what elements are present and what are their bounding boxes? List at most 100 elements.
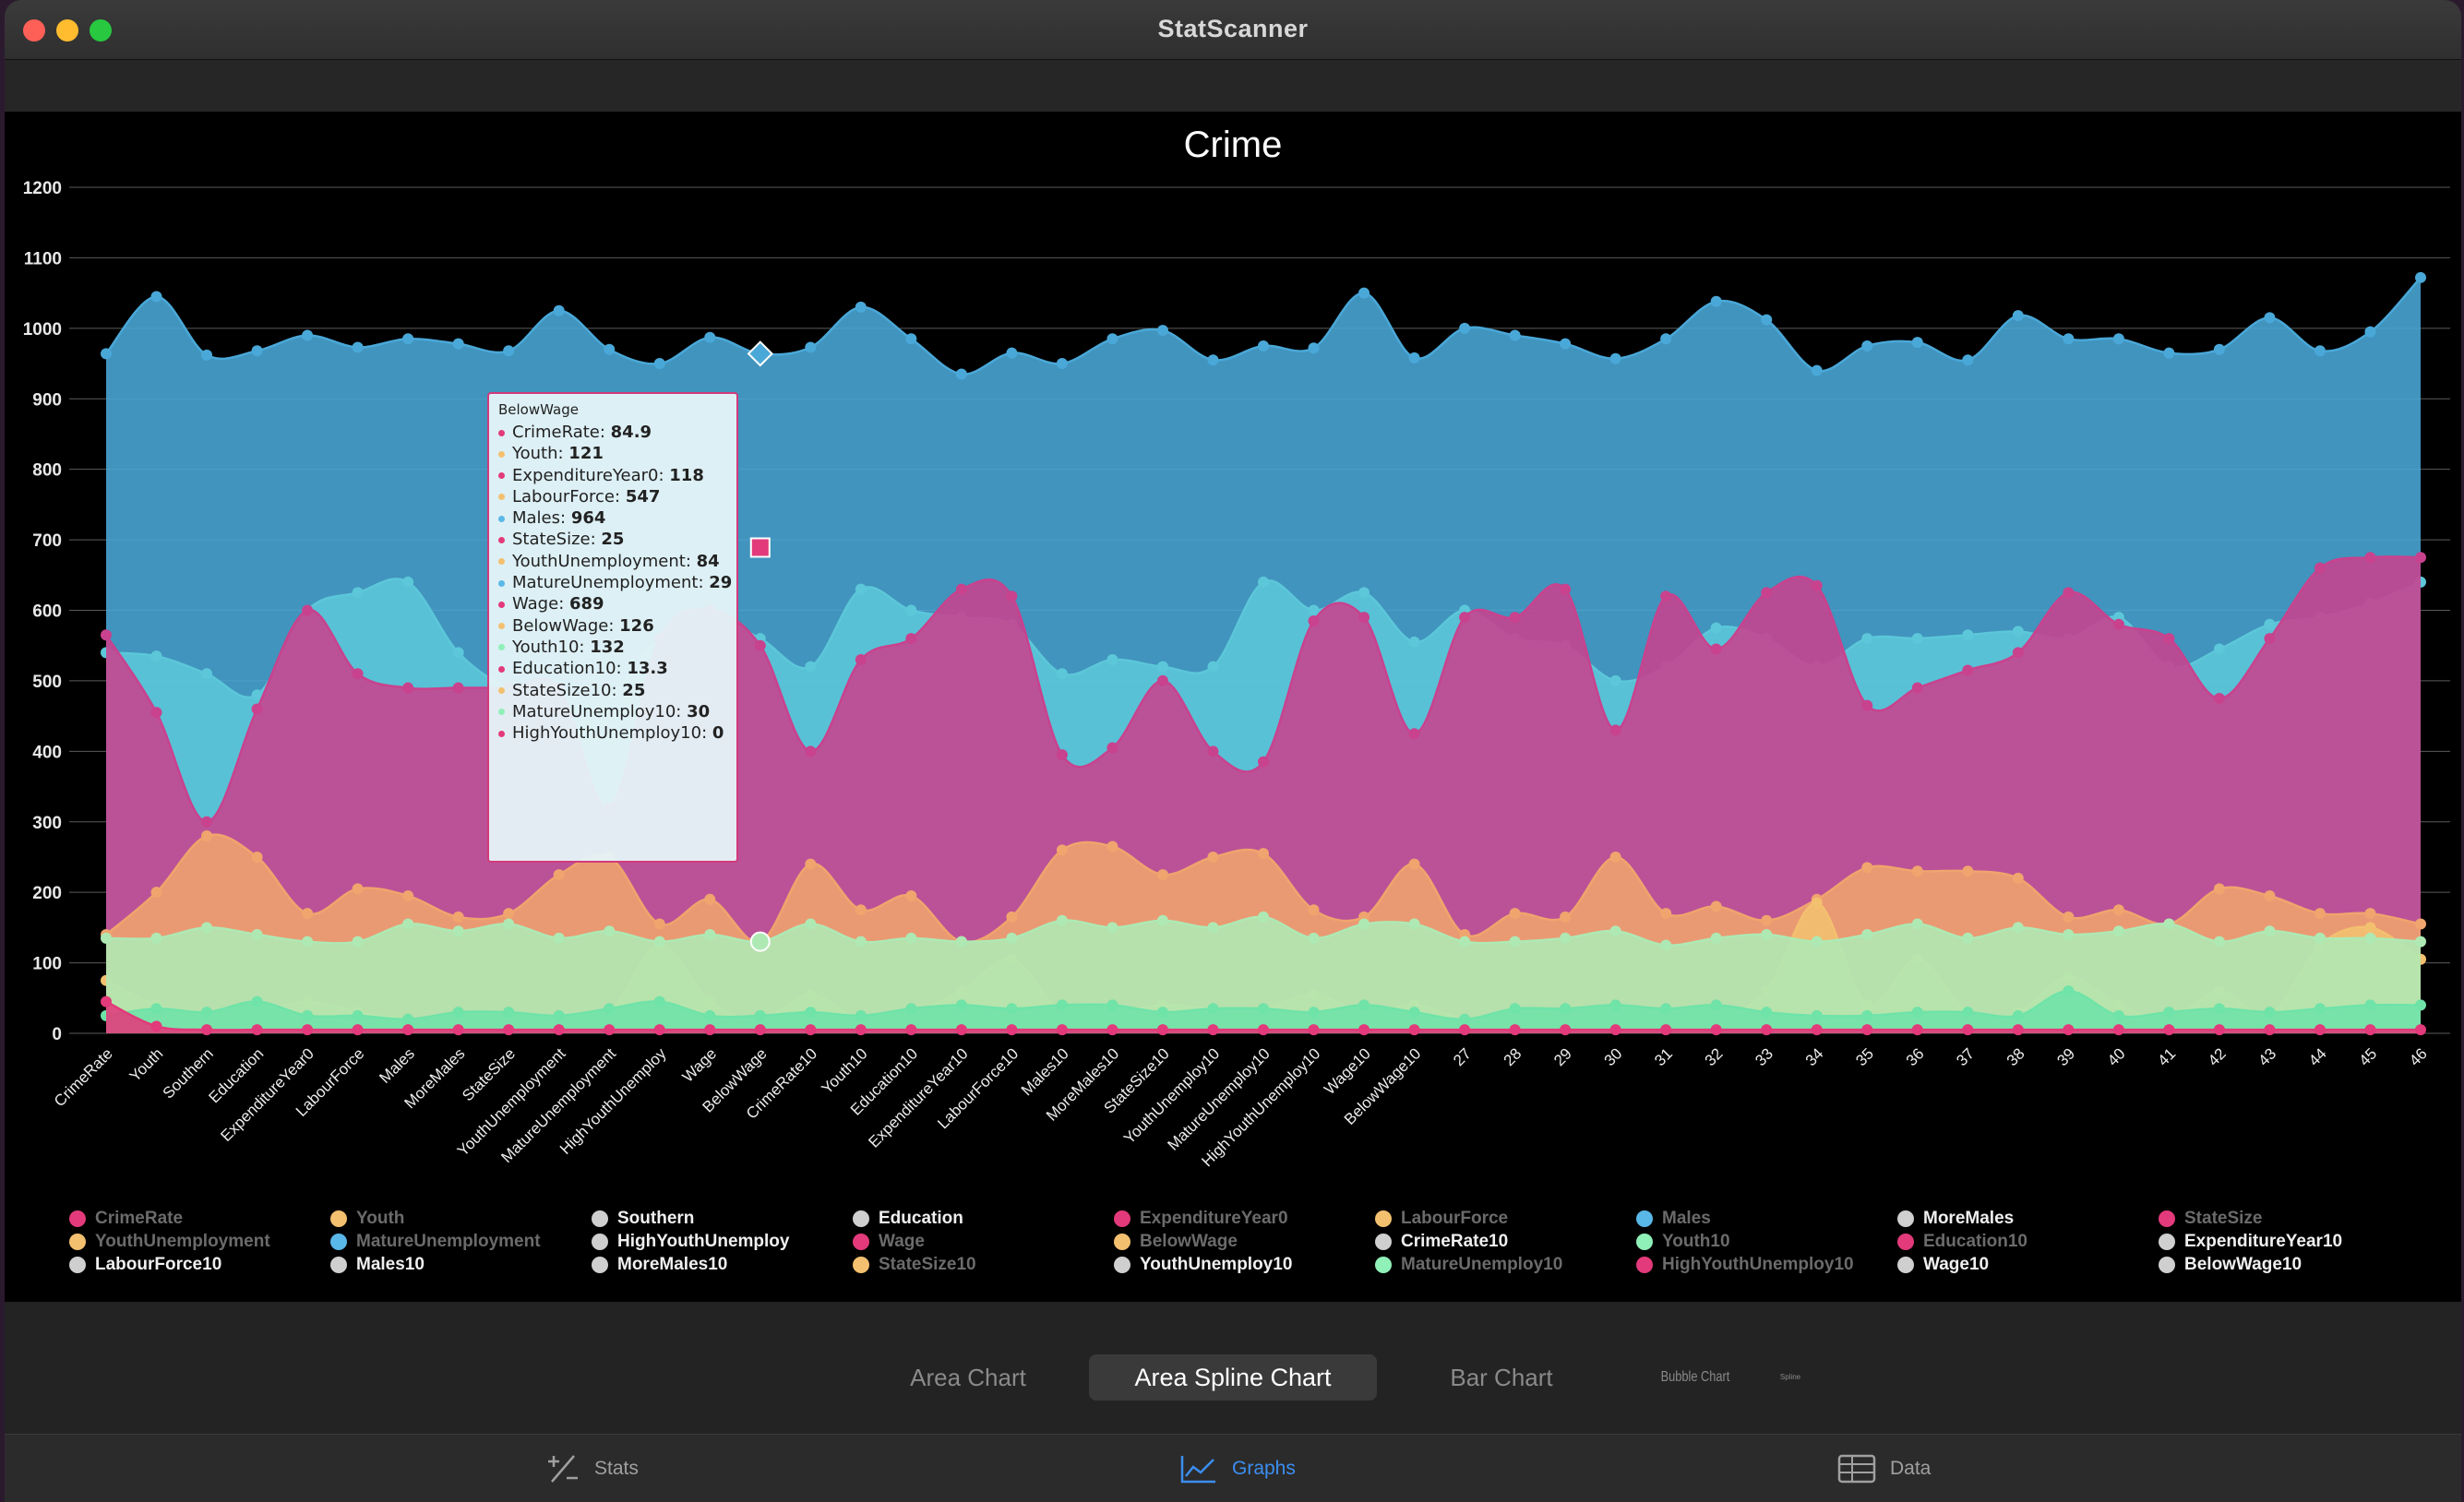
tab-data[interactable]: Data <box>1836 1435 1931 1502</box>
legend-item[interactable]: ExpenditureYear10 <box>2159 1232 2420 1252</box>
x-tick-label: 29 <box>1550 1044 1575 1069</box>
data-point-education10 <box>2264 1007 2276 1019</box>
data-point-crimerate <box>754 1024 766 1036</box>
data-point-education10 <box>402 1013 414 1025</box>
legend-item[interactable]: BelowWage <box>1114 1232 1375 1252</box>
legend-item[interactable]: Youth10 <box>1636 1232 1897 1252</box>
data-point-belowwage <box>653 918 665 930</box>
tooltip-separator: : <box>557 444 569 464</box>
legend-item[interactable]: LabourForce10 <box>69 1255 330 1275</box>
tooltip-value: 132 <box>590 637 625 657</box>
legend-item[interactable]: StateSize <box>2159 1209 2420 1229</box>
data-point-wage <box>2012 647 2024 659</box>
legend-dot-icon <box>1897 1210 1914 1227</box>
legend-item[interactable]: MatureUnemploy10 <box>1375 1255 1636 1275</box>
tooltip-row: Youth10: 132 <box>498 637 727 658</box>
data-point-youth10 <box>1308 604 1320 616</box>
legend-item[interactable]: Wage10 <box>1897 1255 2159 1275</box>
legend-item[interactable]: LabourForce <box>1375 1209 1636 1229</box>
data-point-matureunemploy10 <box>2163 918 2175 930</box>
data-point-males <box>1308 342 1320 354</box>
data-point-crimerate <box>1761 1024 1773 1036</box>
legend-item[interactable]: Males10 <box>330 1255 592 1275</box>
tab-graphs[interactable]: Graphs <box>1178 1435 1296 1502</box>
data-point-youth10 <box>1408 636 1420 648</box>
area-spline-chart[interactable]: 0100200300400500600700800900100011001200… <box>5 112 2461 1302</box>
legend-item[interactable]: ExpenditureYear0 <box>1114 1209 1375 1229</box>
tooltip-separator: : <box>698 573 710 593</box>
bar-chart-option[interactable]: Bar Chart <box>1450 1364 1553 1391</box>
legend-item[interactable]: MoreMales <box>1897 1209 2159 1229</box>
legend-label: Wage10 <box>1923 1255 1990 1274</box>
series-dot-icon <box>498 687 505 695</box>
legend-item[interactable]: StateSize10 <box>853 1255 1114 1275</box>
legend-dot-icon <box>69 1257 86 1273</box>
legend-item[interactable]: Education10 <box>1897 1232 2159 1252</box>
series-dot-icon <box>498 709 505 716</box>
tab-stats[interactable]: Stats <box>544 1435 639 1502</box>
data-point-matureunemploy10 <box>704 929 716 941</box>
data-point-crimerate <box>1609 1024 1621 1036</box>
spline-chart-option[interactable]: Spline <box>1779 1373 1801 1381</box>
legend-item[interactable]: Education <box>853 1209 1114 1229</box>
data-point-crimerate <box>1106 1024 1118 1036</box>
data-point-crimerate <box>201 1024 213 1036</box>
legend-item[interactable]: MatureUnemployment <box>330 1232 592 1252</box>
data-point-youth10 <box>150 650 162 662</box>
legend-item[interactable]: Wage <box>853 1232 1114 1252</box>
series-dot-icon <box>498 558 505 566</box>
area-chart-option[interactable]: Area Chart <box>910 1364 1026 1391</box>
data-point-belowwage <box>1962 865 1974 877</box>
data-point-belowwage <box>201 830 213 842</box>
data-point-wage <box>1911 682 1923 694</box>
data-point-males <box>553 304 565 316</box>
series-dot-icon <box>498 644 505 651</box>
legend-item[interactable]: MoreMales10 <box>592 1255 853 1275</box>
data-point-males <box>1560 338 1572 350</box>
data-point-matureunemploy10 <box>2112 925 2124 937</box>
data-point-belowwage <box>2213 883 2225 895</box>
data-point-wage <box>905 633 917 645</box>
tooltip-label: ExpenditureYear0 <box>512 465 659 485</box>
data-point-education10 <box>1962 1007 1974 1019</box>
legend-item[interactable]: YouthUnemploy10 <box>1114 1255 1375 1275</box>
hover-marker-matureunemploy10 <box>749 931 771 952</box>
area-spline-chart-option[interactable]: Area Spline Chart <box>1089 1354 1377 1401</box>
data-point-education10 <box>1710 999 1722 1011</box>
close-window-button[interactable] <box>23 19 45 42</box>
data-point-belowwage <box>1761 914 1773 926</box>
maximize-window-button[interactable] <box>90 19 112 42</box>
legend-item[interactable]: CrimeRate <box>69 1209 330 1229</box>
bubble-chart-option[interactable]: Bubble Chart <box>1660 1369 1730 1385</box>
data-point-males <box>1358 287 1370 299</box>
minimize-window-button[interactable] <box>56 19 78 42</box>
legend-item[interactable]: Southern <box>592 1209 853 1229</box>
data-point-crimerate <box>1006 1024 1018 1036</box>
legend-dot-icon <box>2159 1210 2175 1227</box>
data-point-education10 <box>1258 1003 1269 1015</box>
legend-item[interactable]: BelowWage10 <box>2159 1255 2420 1275</box>
tooltip-value: 84.9 <box>610 423 652 442</box>
data-point-crimerate <box>955 1024 967 1036</box>
y-tick-label: 400 <box>32 743 62 762</box>
tooltip-separator: : <box>701 723 712 744</box>
tooltip-value: 118 <box>669 465 704 485</box>
data-point-belowwage <box>1509 908 1521 920</box>
data-point-wage <box>251 703 263 715</box>
x-tick-label: Youth <box>126 1044 167 1085</box>
chart-tooltip: BelowWage CrimeRate: 84.9 Youth: 121 Expen… <box>487 392 738 863</box>
tooltip-separator: : <box>676 701 688 721</box>
legend-dot-icon <box>330 1234 347 1250</box>
legend-item[interactable]: HighYouthUnemploy <box>592 1232 853 1252</box>
legend-item[interactable]: YouthUnemployment <box>69 1232 330 1252</box>
legend-item[interactable]: HighYouthUnemploy10 <box>1636 1255 1897 1275</box>
legend-item[interactable]: Youth <box>330 1209 592 1229</box>
legend-item[interactable]: Males <box>1636 1209 1897 1229</box>
x-tick-label: 41 <box>2154 1044 2179 1069</box>
x-tick-label: CrimeRate <box>51 1044 116 1110</box>
data-point-youth10 <box>251 689 263 701</box>
legend-item[interactable]: CrimeRate10 <box>1375 1232 1636 1252</box>
tab-data-label: Data <box>1890 1458 1932 1479</box>
data-point-belowwage <box>1006 911 1018 923</box>
data-point-education10 <box>1408 1007 1420 1019</box>
